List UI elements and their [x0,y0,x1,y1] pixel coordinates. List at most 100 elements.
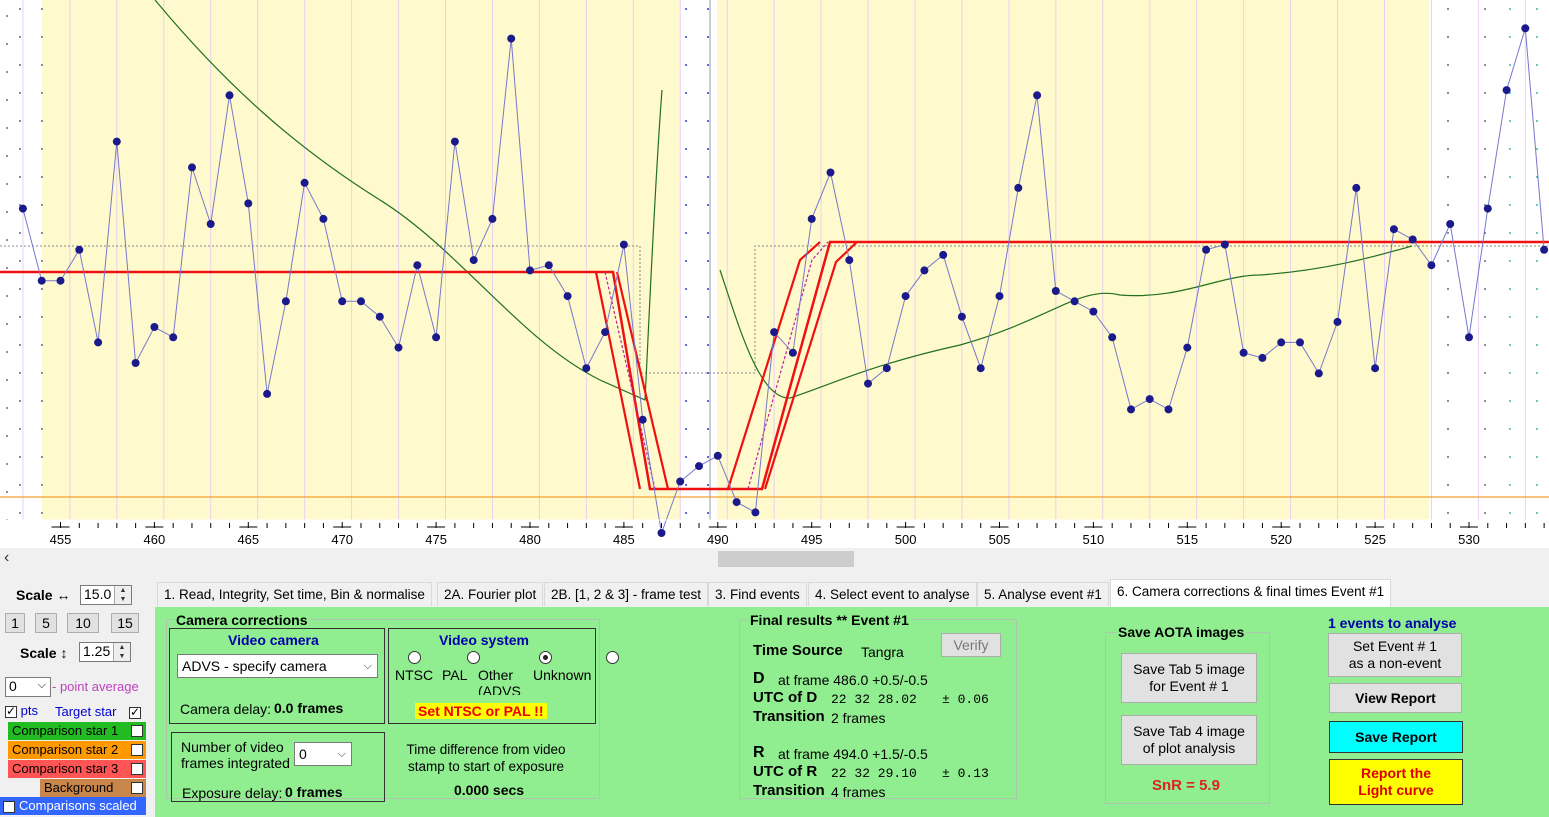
point-average-select[interactable]: 0 ⌵ [5,677,51,697]
camera-select-value[interactable]: ADVS - specify camera [182,658,327,674]
comparisons-scaled-row[interactable]: Comparisons scaled [0,797,146,817]
unknown-radio[interactable] [605,651,619,664]
tick-label-520: 520 [1270,532,1292,547]
scroll-thumb[interactable] [718,551,854,567]
comparisons-scaled-checkbox[interactable] [3,799,15,817]
scale-h-spinner[interactable]: 15.0 ▲ ▼ [80,585,132,605]
set-non-event-button[interactable]: Set Event # 1 as a non-event [1328,633,1462,677]
data-point [469,256,478,265]
plot-controls: Scale ↔ 15.0 ▲ ▼ 1 5 10 15 Scale ↕ 1.25 ▲… [0,582,150,817]
scale-1-button[interactable]: 1 [5,613,25,633]
save-aota-title: Save AOTA images [1116,624,1247,640]
events-to-analyse-label: 1 events to analyse [1328,615,1457,631]
light-curve-plot[interactable]: 455 460 465 470 475 480 485 490 495 500 505 510 515 5… [0,0,1549,548]
data-point [882,364,891,373]
other-radio[interactable] [539,651,553,664]
scroll-left-icon[interactable]: ‹ [4,549,10,566]
utc-r-value: 22 32 29.10 [831,766,917,781]
d-transition-label: Transition [753,708,825,725]
save-tab4-image-button[interactable]: Save Tab 4 image of plot analysis [1121,715,1257,765]
utc-r-label: UTC of R [753,763,818,780]
data-point [488,214,497,223]
background-checkbox[interactable] [131,782,143,794]
tick-label-460: 460 [144,532,166,547]
data-point [1296,338,1304,347]
comparison-2-checkbox[interactable] [131,744,143,756]
time-difference-label: Time difference from video stamp to star… [406,742,566,774]
pts-check-icon[interactable] [5,704,17,718]
scale-5-button[interactable]: 5 [35,613,57,633]
data-point [1220,240,1229,249]
data-point [1183,343,1192,352]
r-transition-label: Transition [753,782,825,799]
spin-updown-icon[interactable]: ▲ ▼ [114,586,131,604]
data-point [563,292,572,301]
tick-label-500: 500 [895,532,917,547]
frames-integrated-value[interactable]: 0 [299,746,307,762]
save-report-button[interactable]: Save Report [1329,721,1463,753]
data-point [432,333,441,342]
data-point [1427,261,1436,270]
tab-read-integrity[interactable]: 1. Read, Integrity, Set time, Bin & norm… [157,582,432,606]
verify-button[interactable]: Verify [941,633,1001,657]
data-point [826,168,835,177]
data-point [526,266,534,275]
data-point [338,297,347,306]
analysis-region-d [42,0,680,520]
time-source-value: Tangra [861,644,904,660]
data-point [807,214,816,223]
plot-horizontal-scrollbar[interactable]: ‹ [0,548,1549,570]
other-label: Other (ADVS [478,667,521,695]
comparison-1-checkbox[interactable] [131,725,143,737]
ntsc-radio[interactable] [408,651,421,664]
light-curve-line [22,28,1545,535]
data-point [582,364,591,373]
point-average-label: - point average [52,679,139,694]
data-point [1314,369,1323,378]
tab-fourier[interactable]: 2A. Fourier plot [437,582,544,606]
view-report-button[interactable]: View Report [1329,683,1462,713]
analysis-region-r [717,0,1429,520]
scale-v-value[interactable]: 1.25 [83,643,111,659]
frames-integrated-select[interactable]: 0 ⌵ [294,742,352,766]
scale-10-button[interactable]: 10 [67,613,99,633]
tick-label-505: 505 [989,532,1011,547]
tick-label-495: 495 [801,532,823,547]
pal-radio[interactable] [466,651,480,664]
data-point [319,214,328,223]
tab-select-event[interactable]: 4. Select event to analyse [808,582,977,606]
utc-d-value: 22 32 28.02 [831,692,917,707]
data-point [1333,317,1342,326]
tab-frame-test[interactable]: 2B. [1, 2 & 3] - frame test [544,582,709,606]
tick-label-465: 465 [237,532,259,547]
r-edge-late [763,241,858,490]
pts-checkbox[interactable]: pts [5,703,38,718]
video-system-box: Video system NTSC PAL Other (ADVS Unknow… [388,628,619,724]
report-light-curve-button[interactable]: Report the Light curve [1329,759,1463,805]
time-source-label: Time Source [753,642,843,659]
save-tab5-image-button[interactable]: Save Tab 5 image for Event # 1 [1121,653,1257,703]
target-check-icon[interactable] [129,705,141,719]
data-point [1051,287,1060,295]
scale-v-spinner[interactable]: 1.25 ▲ ▼ [79,642,131,662]
spin-updown-icon[interactable]: ▲ ▼ [113,643,130,661]
data-point [901,292,910,301]
scale-15-button[interactable]: 15 [111,613,139,633]
data-point [150,323,159,331]
data-point [1483,204,1492,213]
frames-integrated-box: Number of video frames integrated 0 ⌵ Ex… [171,732,385,802]
point-average-value[interactable]: 0 [9,678,17,694]
scale-h-value[interactable]: 15.0 [84,586,112,602]
tab-find-events[interactable]: 3. Find events [708,582,807,606]
data-point [1258,353,1267,362]
comparison-3-checkbox[interactable] [131,763,143,775]
data-point [1371,364,1380,373]
data-point [18,204,27,213]
data-point [638,415,647,424]
tab-camera-corrections[interactable]: 6. Camera corrections & final times Even… [1110,579,1392,607]
target-star-checkbox[interactable] [129,704,141,719]
tab-analyse-event[interactable]: 5. Analyse event #1 [977,582,1109,606]
camera-select[interactable]: ADVS - specify camera ⌵ [177,654,378,678]
data-point [131,359,140,367]
chevron-down-icon: ⌵ [337,748,346,760]
